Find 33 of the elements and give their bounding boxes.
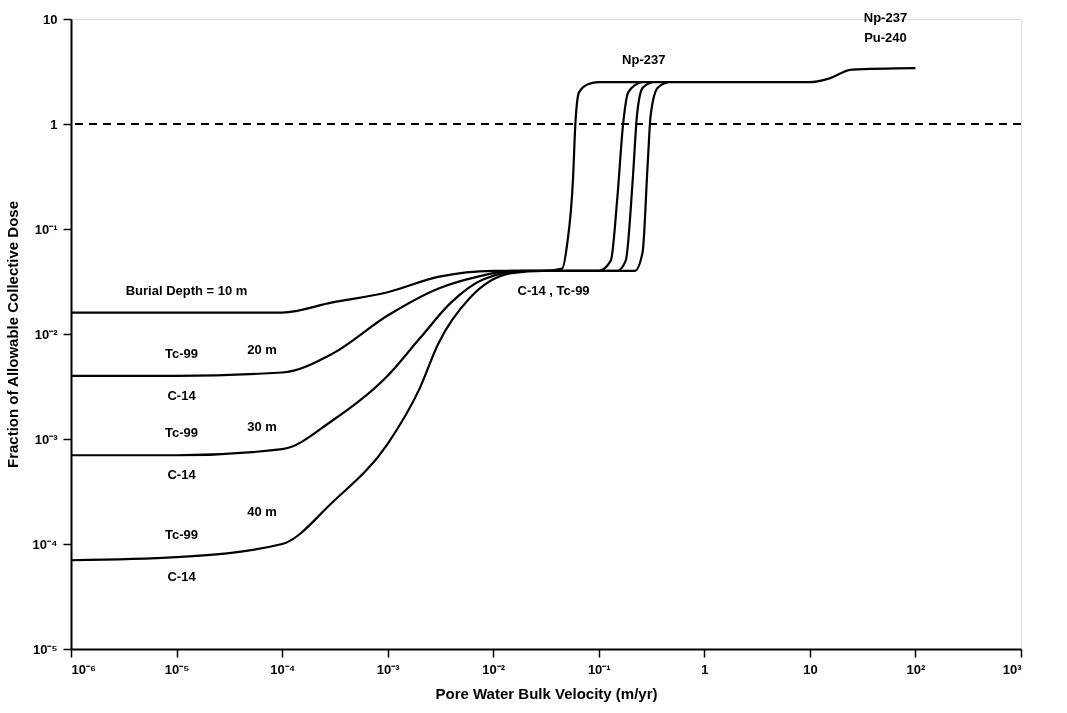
x-axis-title: Pore Water Bulk Velocity (m/yr) — [435, 684, 658, 702]
x-tick-label: 10⁻⁵ — [164, 661, 190, 677]
x-tick-label: 1 — [701, 661, 709, 677]
annotation: Np-237 — [622, 52, 666, 68]
annotation: C-14 , Tc-99 — [517, 282, 590, 298]
annotation: 40 m — [247, 504, 277, 519]
annotation: Tc-99 — [165, 345, 199, 361]
x-tick-label: 10⁻² — [482, 661, 506, 677]
x-tick-label: 10⁻⁶ — [71, 661, 96, 677]
y-tick-label: 10⁻² — [34, 326, 59, 342]
annotation: C-14 — [167, 387, 197, 403]
annotation: Np-237 — [863, 10, 908, 26]
y-tick-label: 10⁻³ — [34, 431, 59, 447]
y-axis-title: Fraction of Allowable Collective Dose — [3, 201, 21, 468]
x-tick-label: 10⁻³ — [376, 661, 401, 677]
x-tick-label: 10 — [803, 661, 818, 677]
x-tick-label: 10³ — [1002, 661, 1023, 677]
y-tick-label: 1 — [50, 116, 58, 132]
annotation: Pu-240 — [864, 30, 907, 46]
x-tick-label: 10² — [906, 661, 927, 677]
y-tick-label: 10⁻⁵ — [32, 641, 58, 657]
annotation: 20 m — [247, 342, 277, 358]
annotation: C-14 — [167, 569, 197, 585]
x-tick-label: 10⁻⁴ — [270, 661, 296, 677]
y-tick-label: 10⁻¹ — [34, 221, 58, 237]
y-tick-label: 10 — [43, 11, 58, 27]
annotation: Tc-99 — [165, 425, 199, 441]
annotation: Tc-99 — [165, 527, 199, 543]
y-tick-label: 10⁻⁴ — [32, 536, 58, 552]
annotation: Burial Depth = 10 m — [125, 282, 248, 298]
x-tick-label: 10⁻¹ — [587, 661, 611, 677]
annotation: C-14 — [167, 467, 197, 483]
annotation: 30 m — [247, 419, 277, 435]
